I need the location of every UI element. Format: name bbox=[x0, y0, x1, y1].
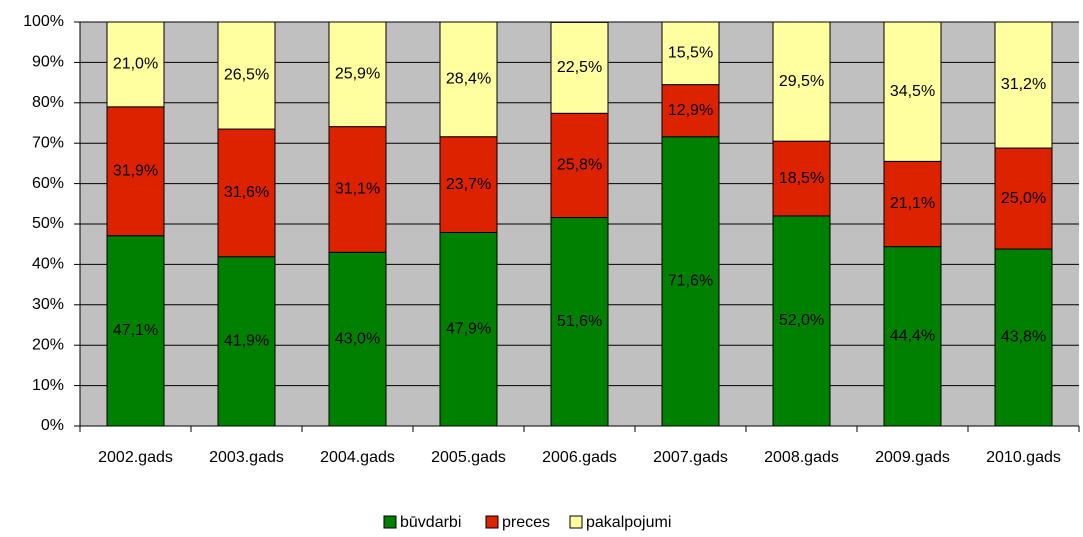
data-label: 15,5% bbox=[668, 45, 713, 62]
bar-segment bbox=[994, 248, 1053, 427]
data-label: 29,5% bbox=[779, 73, 824, 90]
x-tick-label: 2007.gads bbox=[653, 449, 728, 466]
x-tick-label: 2003.gads bbox=[209, 449, 284, 466]
y-tick-label: 30% bbox=[32, 296, 64, 313]
bar-segment bbox=[661, 84, 720, 138]
bar-segment bbox=[772, 140, 831, 217]
data-label: 31,6% bbox=[224, 184, 269, 201]
data-label: 44,4% bbox=[890, 328, 935, 345]
data-label: 41,9% bbox=[224, 333, 269, 350]
y-tick-label: 100% bbox=[23, 13, 64, 30]
legend-swatch bbox=[485, 515, 499, 529]
y-tick-label: 40% bbox=[32, 256, 64, 273]
data-label: 52,0% bbox=[779, 312, 824, 329]
x-tick-label: 2004.gads bbox=[320, 449, 395, 466]
bar-segment bbox=[439, 136, 498, 233]
bar-segment bbox=[439, 231, 498, 427]
legend-label: pakalpojumi bbox=[586, 514, 671, 531]
data-label: 25,9% bbox=[335, 66, 380, 83]
data-label: 43,0% bbox=[335, 330, 380, 347]
data-label: 25,8% bbox=[557, 157, 602, 174]
y-tick-label: 70% bbox=[32, 134, 64, 151]
x-tick-label: 2010.gads bbox=[986, 449, 1061, 466]
bar-segment bbox=[439, 21, 498, 138]
bar-segment bbox=[883, 160, 942, 248]
y-tick-label: 20% bbox=[32, 336, 64, 353]
y-tick-label: 50% bbox=[32, 215, 64, 232]
data-label: 22,5% bbox=[557, 59, 602, 76]
data-label: 43,8% bbox=[1001, 329, 1046, 346]
bar-segment bbox=[328, 251, 387, 427]
data-label: 21,1% bbox=[890, 195, 935, 212]
bar-segment bbox=[106, 235, 165, 427]
legend-swatch bbox=[569, 515, 583, 529]
bar-segment bbox=[883, 246, 942, 427]
y-tick-label: 90% bbox=[32, 54, 64, 71]
x-tick-label: 2008.gads bbox=[764, 449, 839, 466]
y-tick-label: 0% bbox=[41, 417, 64, 434]
bar-segment bbox=[106, 21, 165, 108]
bar-segment bbox=[772, 215, 831, 427]
data-label: 31,2% bbox=[1001, 76, 1046, 93]
bar-segment bbox=[217, 21, 276, 130]
bar-segment bbox=[772, 21, 831, 142]
bar-segment bbox=[883, 21, 942, 162]
bar-segment bbox=[217, 128, 276, 258]
data-label: 71,6% bbox=[668, 273, 713, 290]
bar-segment bbox=[994, 21, 1053, 149]
bar-segment bbox=[550, 217, 609, 427]
x-tick-label: 2006.gads bbox=[542, 449, 617, 466]
x-tick-label: 2009.gads bbox=[875, 449, 950, 466]
legend-swatch bbox=[383, 515, 397, 529]
data-label: 12,9% bbox=[668, 102, 713, 119]
bar-segment bbox=[661, 21, 720, 86]
y-tick-label: 60% bbox=[32, 175, 64, 192]
data-label: 23,7% bbox=[446, 176, 491, 193]
data-label: 31,9% bbox=[113, 162, 158, 179]
data-label: 51,6% bbox=[557, 313, 602, 330]
data-label: 31,1% bbox=[335, 181, 380, 198]
bar-segment bbox=[994, 147, 1053, 250]
bar-segment bbox=[106, 106, 165, 237]
data-label: 47,1% bbox=[113, 322, 158, 339]
bar-segment bbox=[661, 136, 720, 427]
data-label: 34,5% bbox=[890, 83, 935, 100]
bar-segment bbox=[328, 21, 387, 128]
legend-label: preces bbox=[502, 514, 550, 531]
data-label: 47,9% bbox=[446, 320, 491, 337]
bar-segment bbox=[550, 21, 609, 114]
legend-label: būvdarbi bbox=[400, 514, 461, 531]
x-tick-label: 2005.gads bbox=[431, 449, 506, 466]
y-tick-label: 10% bbox=[32, 377, 64, 394]
data-label: 28,4% bbox=[446, 71, 491, 88]
x-tick-label: 2002.gads bbox=[98, 449, 173, 466]
data-label: 21,0% bbox=[113, 56, 158, 73]
data-label: 26,5% bbox=[224, 67, 269, 84]
bar-segment bbox=[550, 112, 609, 219]
data-label: 25,0% bbox=[1001, 190, 1046, 207]
y-tick-label: 80% bbox=[32, 94, 64, 111]
data-label: 18,5% bbox=[779, 170, 824, 187]
